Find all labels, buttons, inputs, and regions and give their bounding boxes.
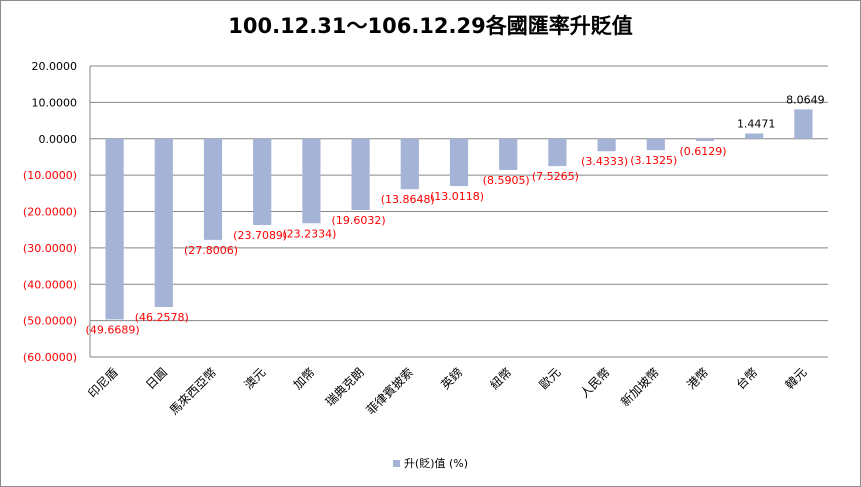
y-tick-label: (60.0000) xyxy=(23,351,77,364)
data-label: (23.7089) xyxy=(233,229,287,242)
y-tick-label: 20.0000 xyxy=(32,60,78,73)
bar xyxy=(695,138,715,141)
x-category-label: 歐元 xyxy=(536,365,564,393)
bar xyxy=(400,138,419,190)
y-tick-label: (50.0000) xyxy=(23,315,77,328)
data-label: (13.0118) xyxy=(430,190,484,203)
bar xyxy=(154,138,173,308)
data-label: (0.6129) xyxy=(679,145,726,158)
data-label: (23.2334) xyxy=(282,227,336,240)
legend-swatch xyxy=(392,459,400,467)
data-label: (7.5265) xyxy=(532,170,579,183)
x-category-label: 馬來西亞幣 xyxy=(167,365,219,417)
x-category-label: 菲律賓披索 xyxy=(363,365,416,418)
bar xyxy=(646,138,665,151)
data-label: 8.0649 xyxy=(786,93,825,106)
bar xyxy=(794,109,813,139)
bar xyxy=(105,138,124,320)
y-tick-label: (30.0000) xyxy=(23,242,77,255)
y-tick-label: (20.0000) xyxy=(23,206,77,219)
data-label: (27.8006) xyxy=(184,244,238,257)
data-label: 1.4471 xyxy=(737,117,776,130)
data-label: (49.6689) xyxy=(86,323,140,336)
bar xyxy=(253,138,272,225)
y-tick-label: 10.0000 xyxy=(32,96,78,109)
bar xyxy=(548,138,567,167)
data-label: (3.4333) xyxy=(581,155,628,168)
bar xyxy=(745,133,764,139)
chart-legend: 升(貶)值 (%) xyxy=(0,455,861,471)
data-label: (13.8648) xyxy=(381,193,435,206)
x-category-label: 英鎊 xyxy=(438,365,466,393)
x-category-label: 瑞典克朗 xyxy=(323,365,367,409)
bar xyxy=(351,138,370,211)
x-category-label: 印尼盾 xyxy=(85,365,120,400)
bar xyxy=(597,138,616,152)
y-tick-label: 0.0000 xyxy=(39,133,78,146)
bar xyxy=(302,138,321,224)
x-category-label: 新加坡幣 xyxy=(617,365,662,410)
data-label: (19.6032) xyxy=(332,214,386,227)
x-category-label: 人民幣 xyxy=(577,365,612,400)
data-label: (8.5905) xyxy=(483,174,530,187)
y-tick-label: (40.0000) xyxy=(23,278,77,291)
y-tick-label: (10.0000) xyxy=(23,169,77,182)
bar xyxy=(203,138,223,240)
bar xyxy=(499,138,518,170)
x-category-label: 港幣 xyxy=(684,365,711,392)
x-category-label: 澳元 xyxy=(241,365,268,392)
x-category-label: 韓元 xyxy=(783,365,810,392)
x-category-label: 日圓 xyxy=(143,365,170,392)
data-label: (3.1325) xyxy=(630,154,677,167)
bar xyxy=(449,138,469,187)
x-category-label: 台幣 xyxy=(733,365,761,393)
x-category-label: 紐幣 xyxy=(487,365,514,392)
chart-title: 100.12.31～106.12.29各國匯率升貶值 xyxy=(228,14,633,38)
data-label: (46.2578) xyxy=(135,311,189,324)
legend-label: 升(貶)值 (%) xyxy=(403,457,469,470)
x-category-label: 加幣 xyxy=(291,365,318,392)
